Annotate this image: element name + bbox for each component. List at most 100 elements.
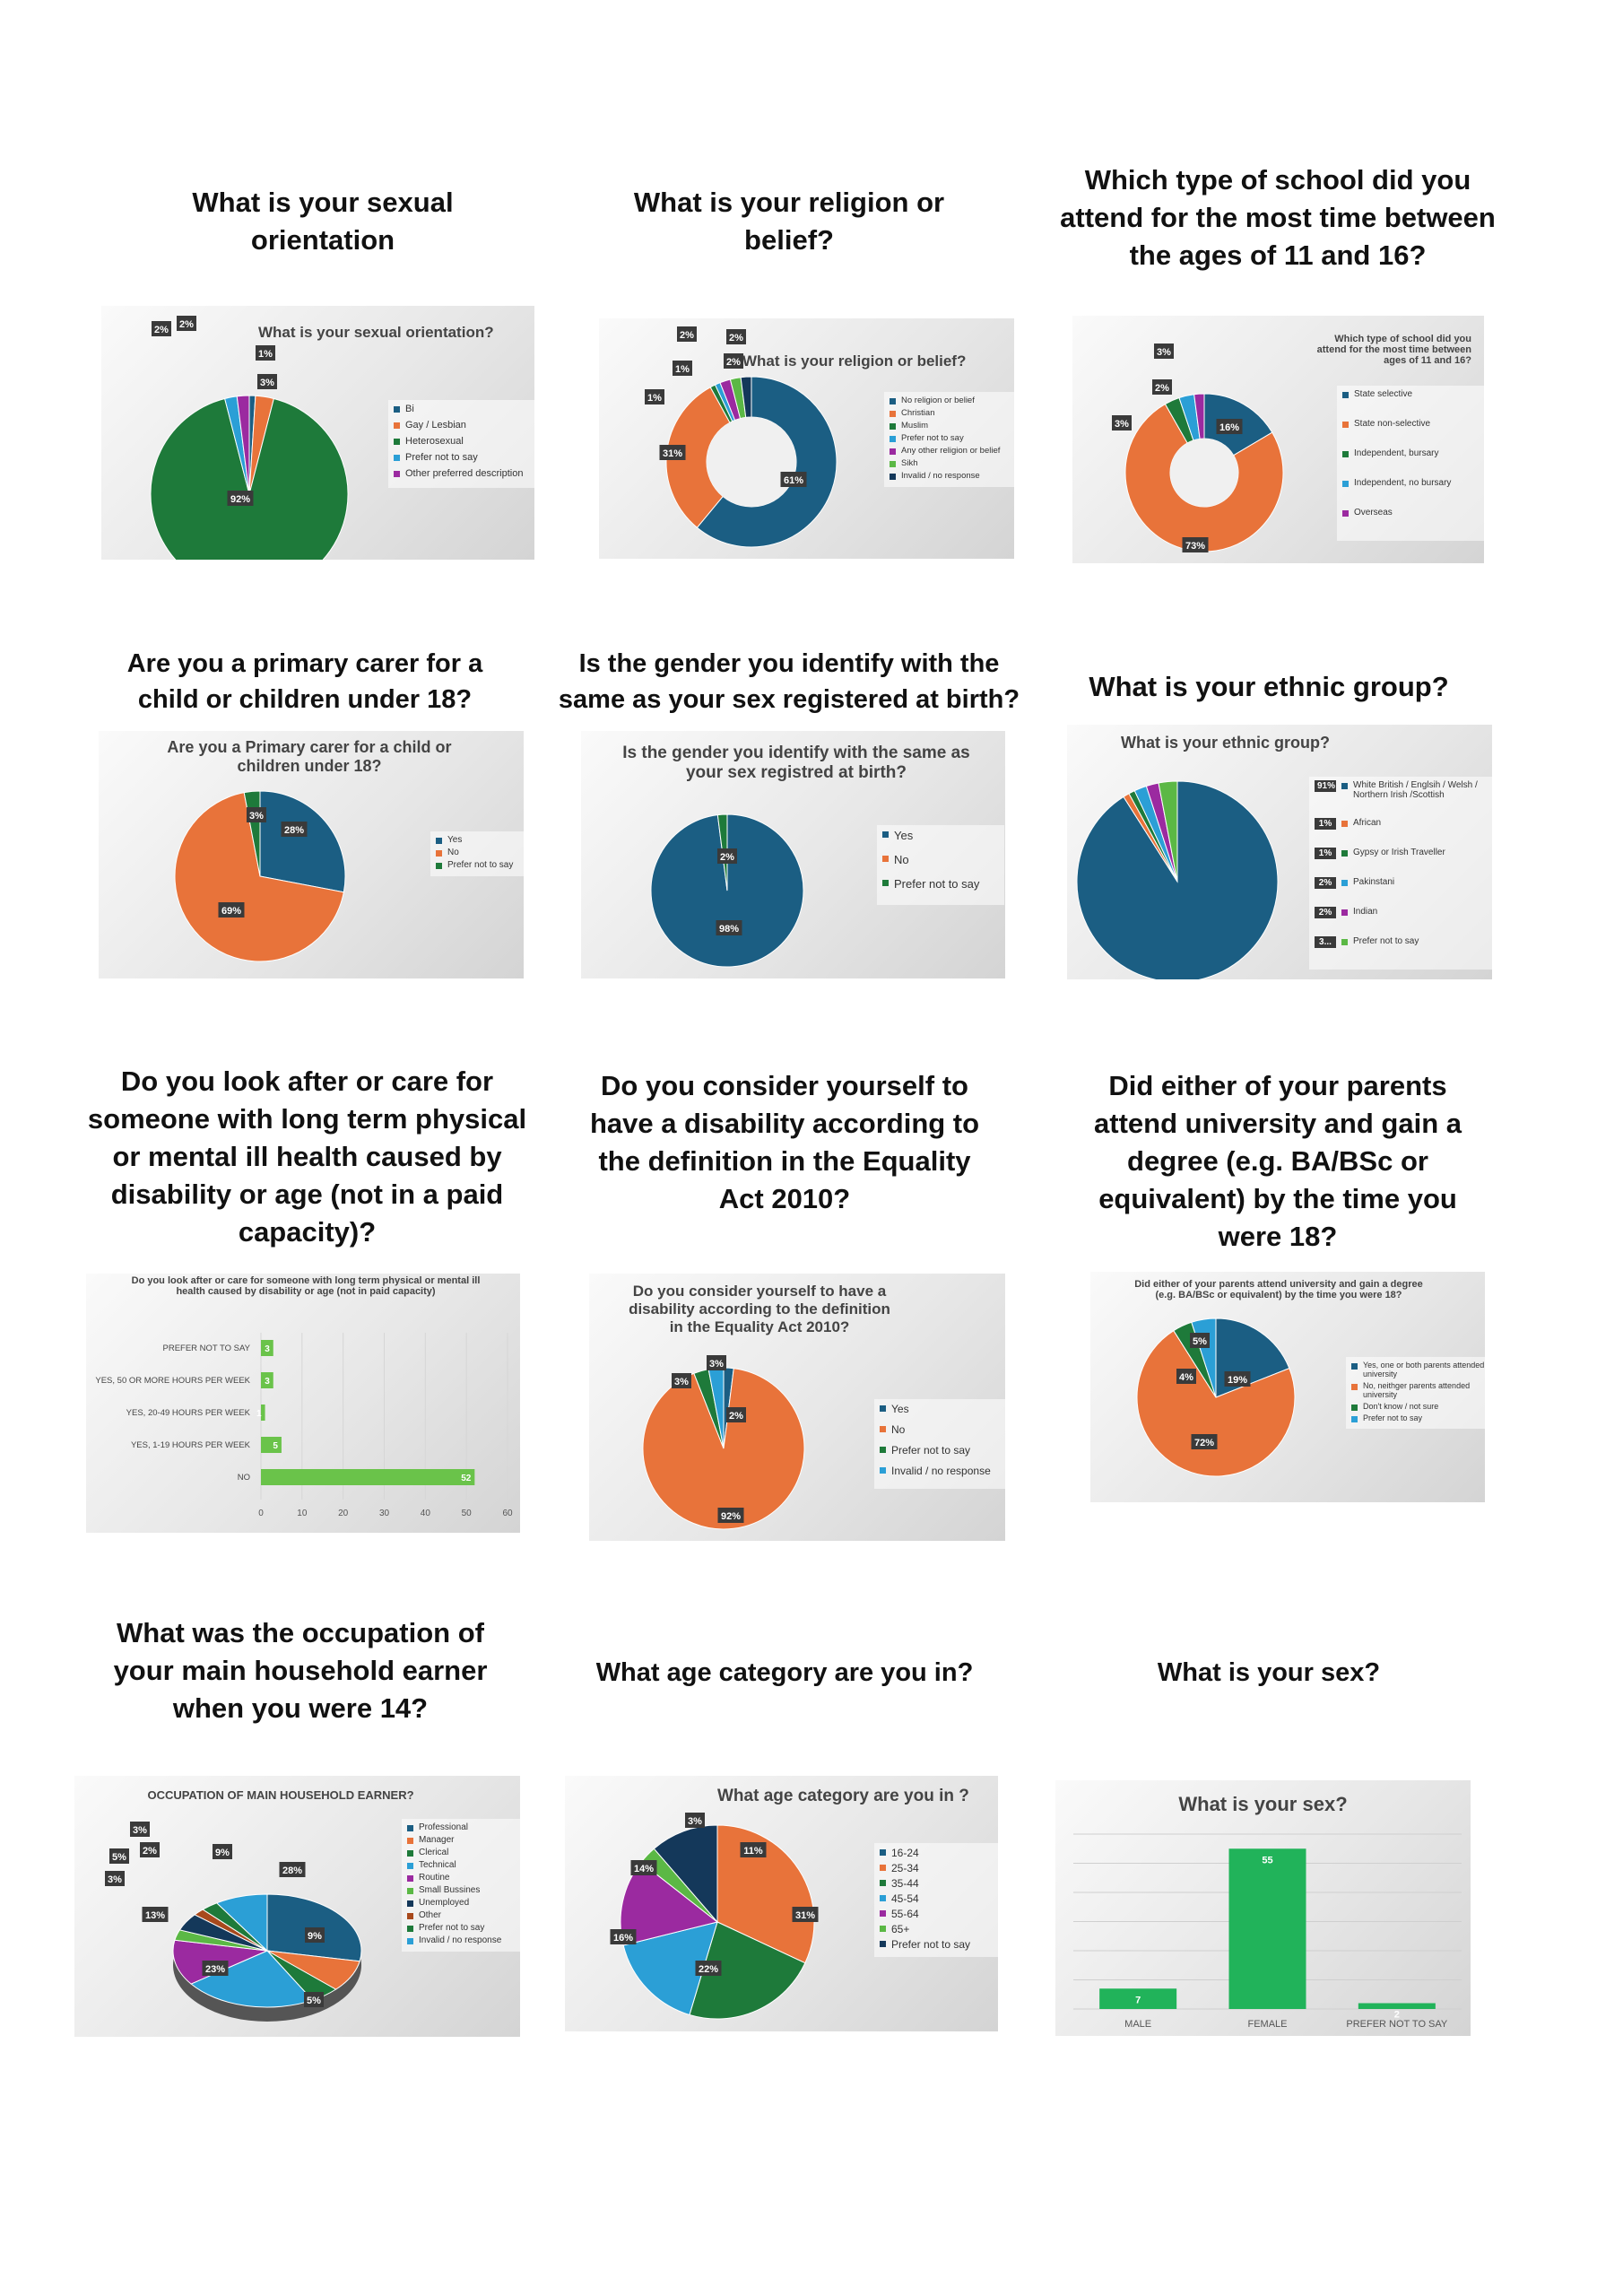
y-category-label: YES, 50 OR MORE HOURS PER WEEK: [95, 1376, 250, 1386]
chart-title: What is your sex?: [1178, 1793, 1348, 1815]
data-label-bg: [109, 1848, 129, 1864]
chart-parents-university: 19% 72% 4% 5% Did either of your parents att…: [1090, 1272, 1485, 1502]
data-label: 3%: [1115, 419, 1129, 430]
donut-hole: [1170, 439, 1238, 507]
chart-svg: [1076, 780, 1279, 979]
data-label-bg: [1152, 379, 1172, 395]
data-label-bg: [1224, 1371, 1251, 1387]
data-label-bg: [142, 1907, 169, 1922]
chart-title: What is your sexual orientation?: [258, 324, 494, 341]
legend-label: No religion or belief: [901, 396, 975, 405]
question-heading-occupation: What was the occupation of your main hou…: [113, 1617, 488, 1724]
legend-item: Prefer not to say: [880, 1444, 1005, 1457]
data-label: 2%: [720, 852, 734, 863]
legend-item: Prefer not to say: [1351, 1413, 1485, 1422]
legend-swatch: [1341, 880, 1348, 886]
data-label-bg: [685, 1813, 705, 1828]
data-label: 31%: [795, 1910, 815, 1921]
legend-item: 91% White British / Englsih / Welsh / Nor…: [1315, 780, 1492, 800]
question-heading-primary-carer: Are you a primary carer for a child or c…: [126, 649, 483, 714]
data-label: 2%: [1155, 383, 1169, 394]
data-label: 3%: [688, 1816, 702, 1827]
legend-swatch: [1342, 451, 1349, 457]
legend-label: Routine: [419, 1873, 450, 1883]
legend-swatch: [394, 439, 400, 445]
data-label: 3%: [108, 1874, 122, 1885]
legend-item: Clerical: [407, 1848, 520, 1857]
legend-label: Gay / Lesbian: [405, 420, 466, 430]
legend-label: Clerical: [419, 1848, 449, 1857]
data-label: 2%: [179, 319, 194, 330]
legend-item: Christian: [890, 408, 1014, 418]
legend-swatch: [407, 1938, 413, 1944]
legend-item: Invalid / no response: [890, 471, 1014, 481]
data-label: 3%: [674, 1377, 689, 1387]
chart-svg: 61% 31% 1% 1% 2% 2% 2%: [645, 326, 838, 548]
pie-slice-2: [1136, 1330, 1296, 1477]
bar-value-label: 7: [1135, 1995, 1141, 2005]
bar-value-label: 3: [265, 1377, 270, 1387]
data-label-bg: [630, 1860, 657, 1875]
data-label-bg: [227, 491, 254, 506]
data-label-bg: [717, 1508, 744, 1523]
legend-label: Prefer not to say: [405, 452, 478, 463]
legend-item: 1% Gypsy or Irish Traveller: [1315, 848, 1492, 859]
legend-item: Other: [407, 1910, 520, 1920]
legend-label: Prefer not to say: [447, 860, 514, 870]
data-label: 13%: [145, 1910, 165, 1921]
legend-item: Overseas: [1342, 508, 1484, 517]
legend-item: Professional: [407, 1822, 520, 1832]
legend-label: Don't know / not sure: [1363, 1402, 1439, 1411]
legend-label: Indian: [1353, 907, 1378, 917]
chart-title: Which type of school did you attend for …: [1316, 334, 1471, 366]
y-category-label: YES, 20-49 HOURS PER WEEK: [126, 1408, 251, 1418]
y-category-label: YES, 1-19 HOURS PER WEEK: [131, 1440, 251, 1450]
data-label: 2%: [680, 330, 694, 341]
legend-swatch: [880, 1405, 886, 1412]
legend-label: Prefer not to say: [891, 1938, 971, 1951]
legend-swatch: [1341, 821, 1348, 827]
legend-item: No: [880, 1423, 1005, 1436]
data-label: 19%: [1228, 1375, 1247, 1386]
data-label-bg: [256, 345, 275, 361]
data-label-bg: [707, 1355, 726, 1370]
legend-item: Other preferred description: [394, 468, 534, 479]
legend-item: Independent, no bursary: [1342, 478, 1484, 488]
legend-swatch: [880, 1849, 886, 1856]
donut-hole: [707, 417, 796, 507]
data-label: 5%: [1193, 1336, 1207, 1347]
question-heading-age-category: What age category are you in?: [595, 1658, 974, 1687]
pie-slice-3: [689, 1921, 806, 2020]
data-label-bg: [140, 1842, 160, 1857]
legend-value-badge: 91%: [1315, 780, 1336, 792]
data-label-bg: [213, 1844, 232, 1859]
chart-ethnic-group: What is your ethnic group? 91% White Briti…: [1067, 725, 1492, 979]
legend-item: Gay / Lesbian: [394, 420, 534, 430]
legend-label: Yes, one or both parents attended univer…: [1363, 1361, 1485, 1378]
data-label-bg: [281, 822, 308, 837]
legend-swatch: [1351, 1405, 1358, 1411]
chart-svg: 19% 72% 4% 5%: [1136, 1318, 1296, 1477]
legend-item: Prefer not to say: [882, 877, 999, 891]
legend-item: Yes: [880, 1403, 1005, 1415]
legend-swatch: [880, 1880, 886, 1886]
legend-label: 55-64: [891, 1908, 919, 1920]
data-label: 14%: [634, 1864, 654, 1874]
data-label-bg: [130, 1822, 150, 1837]
question-heading-sex: What is your sex?: [1157, 1658, 1381, 1687]
legend-label: Invalid / no response: [901, 471, 980, 481]
data-label: 5%: [112, 1852, 126, 1863]
data-label-bg: [726, 1407, 746, 1422]
legend-swatch: [880, 1447, 886, 1453]
legend-item: No: [882, 853, 999, 866]
data-label: 92%: [230, 494, 250, 505]
data-label: 69%: [221, 906, 241, 917]
data-label: 23%: [205, 1964, 225, 1975]
data-label: 98%: [719, 924, 739, 935]
legend-item: Don't know / not sure: [1351, 1402, 1485, 1411]
chart-svg: 0 10 20 30 40 50 60 PREFER NOT TO SAY 3 YES, 50 O…: [95, 1333, 513, 1518]
legend-swatch: [394, 471, 400, 477]
legend-value-badge: 2%: [1315, 907, 1336, 918]
legend-label: Pakinstani: [1353, 877, 1395, 887]
chart-title: What age category are you in ?: [717, 1787, 969, 1805]
